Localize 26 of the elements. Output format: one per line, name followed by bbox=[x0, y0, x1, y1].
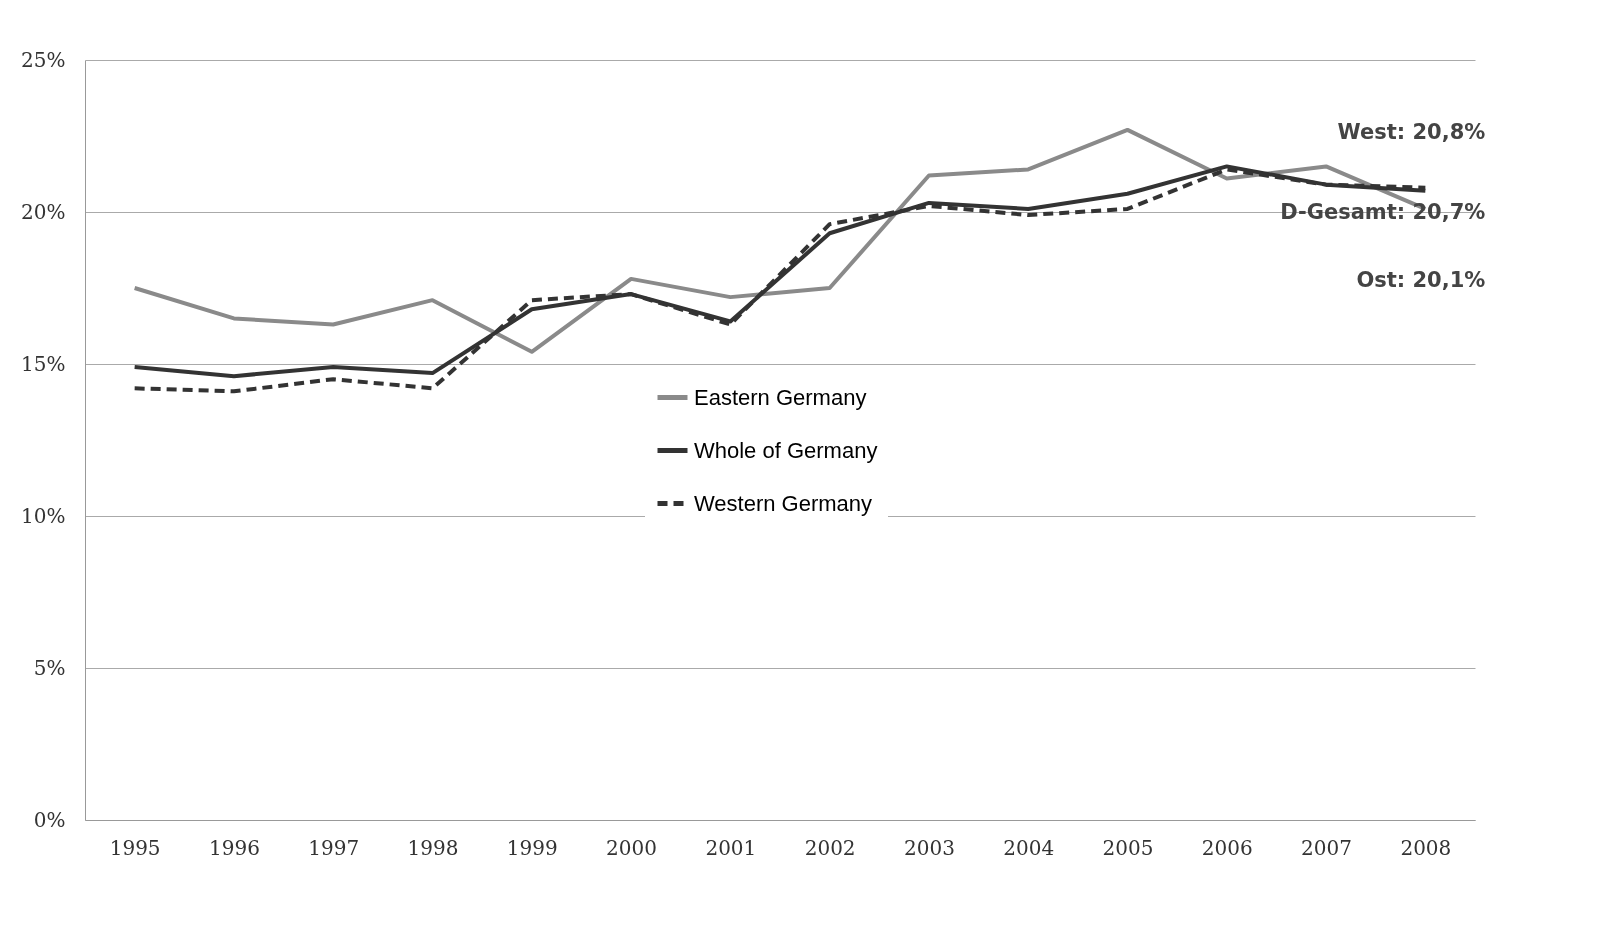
x-tick-label: 1995 bbox=[109, 835, 161, 860]
y-tick-label: 0% bbox=[33, 807, 66, 832]
y-tick-label: 25% bbox=[21, 47, 66, 72]
x-tick-label: 1997 bbox=[308, 835, 360, 860]
annotation: D-Gesamt: 20,7% bbox=[1280, 199, 1486, 224]
legend-label: Eastern Germany bbox=[694, 384, 867, 410]
x-tick-label: 2005 bbox=[1102, 835, 1154, 860]
x-tick-label: 2006 bbox=[1201, 835, 1253, 860]
x-tick-label: 1998 bbox=[407, 835, 459, 860]
x-tick-label: 2002 bbox=[804, 835, 856, 860]
y-tick-label: 15% bbox=[21, 351, 66, 376]
y-tick-label: 10% bbox=[21, 503, 66, 528]
y-tick-label: 5% bbox=[33, 655, 66, 680]
x-tick-label: 2008 bbox=[1400, 835, 1452, 860]
x-tick-label: 1999 bbox=[506, 835, 558, 860]
x-tick-label: 2004 bbox=[1003, 835, 1055, 860]
x-tick-label: 2001 bbox=[705, 835, 757, 860]
annotation: Ost: 20,1% bbox=[1356, 267, 1486, 292]
legend-label: Whole of Germany bbox=[694, 437, 878, 463]
annotation: West: 20,8% bbox=[1337, 119, 1486, 144]
x-tick-label: 2007 bbox=[1301, 835, 1353, 860]
x-tick-label: 2000 bbox=[606, 835, 658, 860]
x-tick-label: 1996 bbox=[208, 835, 260, 860]
legend-label: Western Germany bbox=[694, 490, 873, 516]
x-tick-label: 2003 bbox=[903, 835, 955, 860]
y-tick-label: 20% bbox=[21, 199, 66, 224]
